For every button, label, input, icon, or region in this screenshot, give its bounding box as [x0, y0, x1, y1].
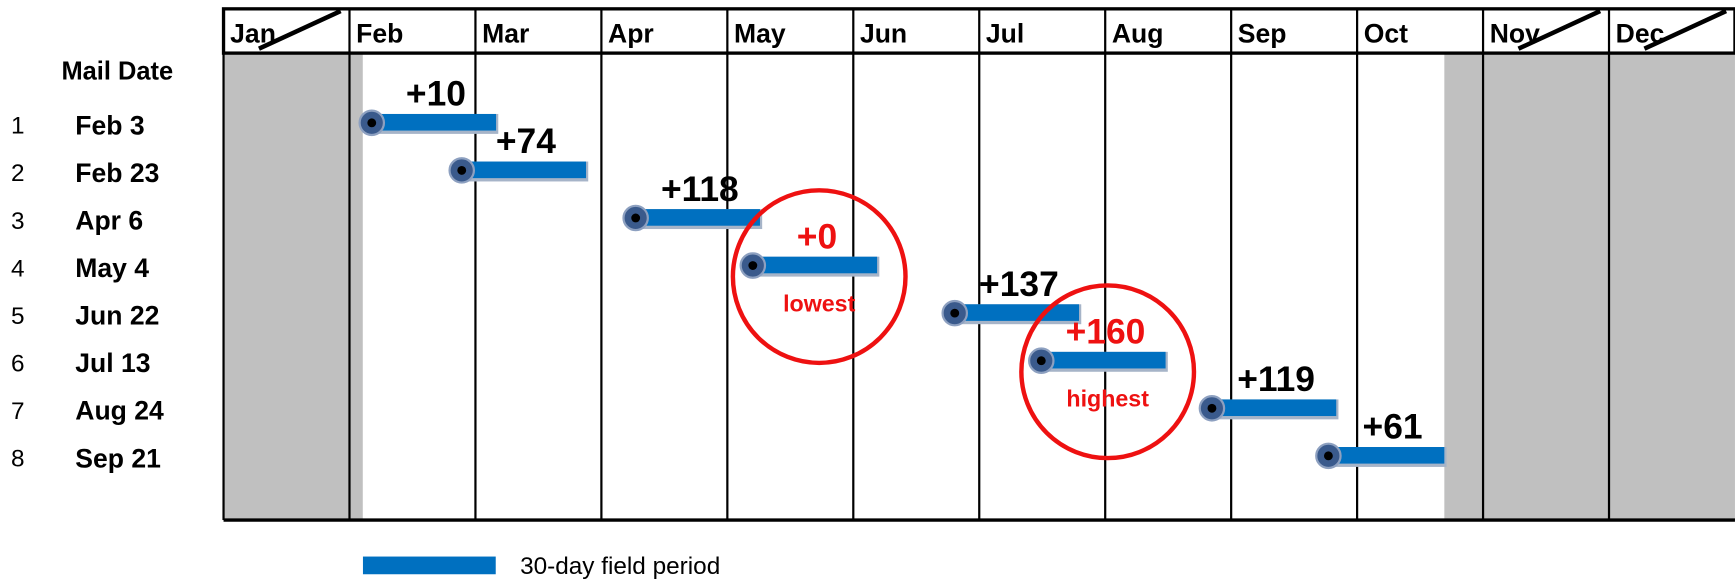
month-label: Mar [482, 18, 529, 48]
row-number: 5 [11, 303, 25, 330]
row-number: 1 [11, 113, 25, 140]
month-label: Jun [860, 18, 907, 48]
row-number: 8 [11, 446, 25, 473]
mail-date: May 4 [75, 253, 149, 283]
mail-date: Jun 22 [75, 301, 159, 331]
month-label: Jul [986, 18, 1024, 48]
legend-swatch [362, 556, 496, 575]
month-label: Feb [356, 18, 403, 48]
mail-dot-center [1036, 356, 1046, 366]
annotation: highest [1066, 386, 1149, 412]
highlight-circle [730, 188, 908, 366]
strike [1517, 9, 1602, 51]
mail-dot-center [631, 213, 641, 223]
value-label: +61 [1363, 407, 1423, 447]
mail-dot-center [1207, 403, 1217, 413]
mail-date: Apr 6 [75, 205, 143, 235]
field-period-bar [371, 113, 497, 131]
mail-date: Sep 21 [75, 443, 161, 473]
inactive-month [1609, 53, 1735, 521]
field-period-bar [461, 161, 587, 179]
mail-dot-center [748, 261, 758, 270]
strike [258, 9, 342, 51]
month-label: Apr [608, 18, 654, 48]
row-number: 3 [11, 208, 25, 235]
legend-label: 30-day field period [520, 553, 720, 580]
mail-date: Jul 13 [75, 348, 150, 378]
value-label: +160 [1066, 311, 1146, 351]
inactive-month [1444, 53, 1484, 521]
mail-dot-center [457, 165, 467, 175]
annotation: lowest [783, 291, 856, 317]
mail-date: Feb 3 [75, 110, 144, 140]
mail-dot-center [950, 308, 960, 318]
value-label: +137 [979, 264, 1059, 304]
value-label: +10 [406, 74, 466, 114]
field-period-bar [1328, 447, 1445, 464]
field-period-bar [635, 209, 760, 226]
field-period-bar [1211, 399, 1337, 417]
highlight-circle [1019, 283, 1197, 461]
row-number: 4 [11, 255, 25, 282]
inactive-month [1483, 53, 1610, 521]
row-number: 6 [11, 351, 25, 378]
field-period-bar [752, 256, 878, 274]
month-label: Oct [1364, 18, 1408, 48]
mail-date: Feb 23 [75, 158, 159, 188]
row-header: Mail Date [61, 58, 173, 86]
field-period-bar [954, 304, 1080, 321]
value-label: +0 [797, 216, 837, 256]
row-number: 2 [11, 160, 25, 187]
month-label: May [734, 18, 786, 48]
mail-dot-center [1323, 451, 1333, 461]
inactive-month [223, 53, 363, 521]
row-number: 7 [11, 398, 25, 425]
value-label: +118 [661, 169, 739, 209]
value-label: +74 [496, 121, 556, 161]
month-label: Aug [1112, 18, 1164, 48]
strike [1643, 9, 1728, 51]
field-period-bar [1041, 351, 1166, 369]
mail-dot-center [367, 118, 377, 128]
value-label: +119 [1237, 359, 1315, 399]
month-label: Sep [1238, 18, 1287, 48]
mail-date: Aug 24 [75, 396, 164, 426]
